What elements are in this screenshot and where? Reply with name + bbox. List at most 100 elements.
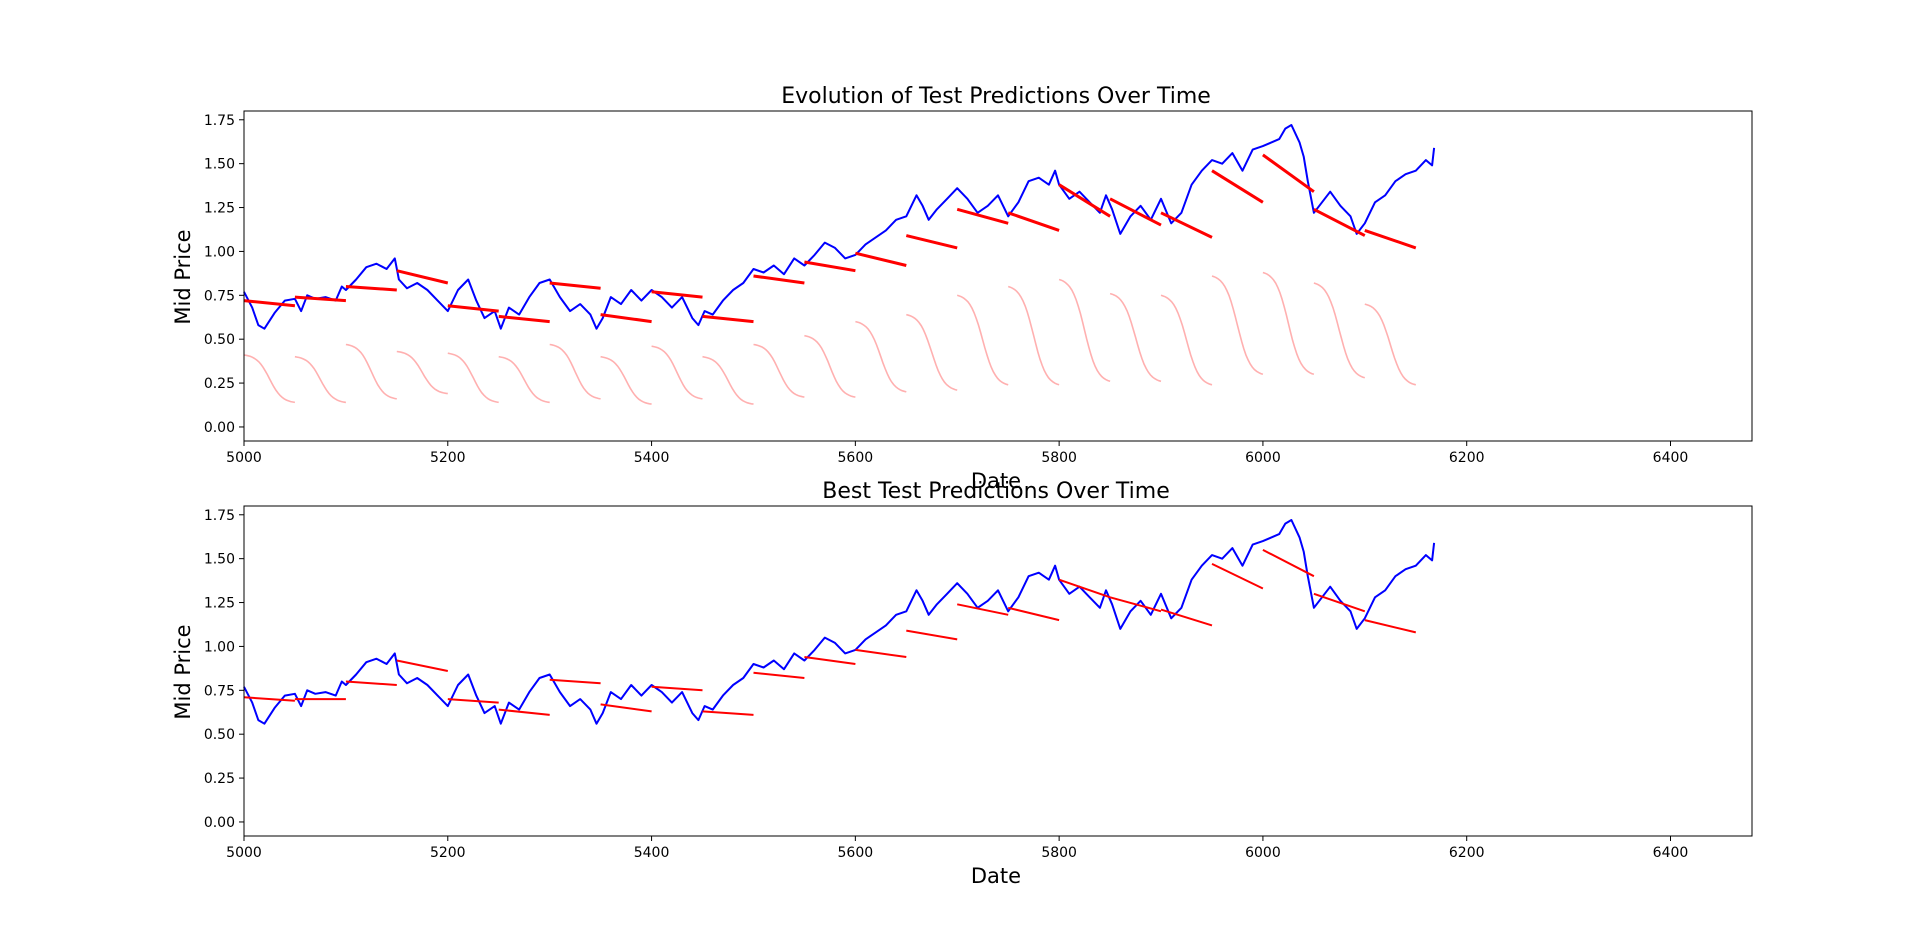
top-chart-faded-prediction-17 xyxy=(1109,292,1162,383)
bottom-chart-prediction-10 xyxy=(753,671,805,679)
top-chart-y-tick-label-2: 0.50 xyxy=(204,332,235,348)
top-chart-prediction-14 xyxy=(956,207,1009,225)
bottom-chart-prediction-11 xyxy=(804,656,856,665)
top-chart-prediction-11 xyxy=(804,260,856,273)
bottom-chart-y-tick-label-6: 1.50 xyxy=(204,552,235,568)
top-chart-title: Evolution of Test Predictions Over Time xyxy=(781,84,1211,109)
bottom-chart-actual-line-0 xyxy=(243,519,1436,725)
top-chart-faded-prediction-11 xyxy=(804,334,856,398)
bottom-chart-x-tick-label-6: 6200 xyxy=(1449,845,1485,861)
top-chart-faded-prediction-2 xyxy=(345,343,397,400)
top-chart-faded-prediction-12 xyxy=(855,320,907,393)
top-chart-prediction-20 xyxy=(1262,153,1315,193)
top-chart-x-tick-label-2: 5400 xyxy=(634,450,670,466)
top-chart-faded-prediction-22 xyxy=(1364,303,1417,386)
bottom-chart-y-tick-label-2: 0.50 xyxy=(204,727,235,743)
top-chart-faded-prediction-6 xyxy=(549,343,601,400)
top-chart-y-tick-label-4: 1.00 xyxy=(204,244,235,260)
top-chart-prediction-22 xyxy=(1364,228,1417,250)
top-chart-actual-line-0 xyxy=(243,124,1436,330)
top-chart-prediction-18 xyxy=(1160,211,1213,239)
top-chart-prediction-15 xyxy=(1007,211,1060,232)
bottom-chart-prediction-19 xyxy=(1211,562,1264,590)
bottom-chart-x-tick-label-5: 6000 xyxy=(1245,845,1281,861)
top-chart-faded-prediction-13 xyxy=(906,313,958,391)
bottom-chart-prediction-13 xyxy=(906,629,958,641)
bottom-chart-x-tick-label-2: 5400 xyxy=(634,845,670,861)
top-chart-prediction-4 xyxy=(447,304,499,313)
bottom-chart-y-tick-label-7: 1.75 xyxy=(204,508,235,524)
top-chart-faded-prediction-7 xyxy=(600,355,652,405)
bottom-chart-xlabel: Date xyxy=(971,864,1021,888)
top-chart-prediction-17 xyxy=(1109,197,1162,227)
bottom-chart-y-tick-label-3: 0.75 xyxy=(204,683,235,699)
top-chart-faded-prediction-21 xyxy=(1313,282,1366,379)
bottom-chart-prediction-4 xyxy=(447,698,499,704)
top-chart-faded-prediction-18 xyxy=(1160,294,1213,386)
bottom-chart: Best Test Predictions Over Time Date Mid… xyxy=(171,479,1753,888)
top-chart-prediction-3 xyxy=(396,269,449,285)
top-chart-prediction-2 xyxy=(345,285,397,292)
bottom-chart-prediction-3 xyxy=(396,659,449,672)
bottom-chart-prediction-7 xyxy=(600,703,652,713)
top-chart-y-tick-label-6: 1.50 xyxy=(204,157,235,173)
bottom-chart-x-tick-label-3: 5600 xyxy=(838,845,874,861)
top-chart-faded-prediction-10 xyxy=(753,343,805,398)
top-chart-frame xyxy=(243,110,1753,442)
top-chart-x-ticks: 5000 5200 5400 5600 5800 6000 6200 6400 xyxy=(226,441,1688,466)
top-chart-prediction-16 xyxy=(1058,183,1111,218)
top-chart-prediction-7 xyxy=(600,313,652,324)
top-chart-prediction-9 xyxy=(702,314,754,324)
top-chart-prediction-19 xyxy=(1211,169,1264,204)
top-chart-prediction-5 xyxy=(498,314,550,324)
top-chart-faded-prediction-5 xyxy=(498,355,550,404)
top-chart-y-tick-label-3: 0.75 xyxy=(204,288,235,304)
top-chart-x-tick-label-3: 5600 xyxy=(838,450,874,466)
top-chart-xlabel: Date xyxy=(971,469,1021,493)
top-chart-x-tick-label-0: 5000 xyxy=(226,450,262,466)
bottom-chart-prediction-2 xyxy=(345,680,397,686)
top-chart-faded-prediction-19 xyxy=(1211,275,1264,376)
bottom-chart-prediction-18 xyxy=(1160,608,1213,627)
bottom-chart-predictions xyxy=(243,549,1417,716)
bottom-chart-prediction-22 xyxy=(1364,619,1417,634)
top-chart-x-tick-label-5: 6000 xyxy=(1245,450,1281,466)
top-chart-faded-prediction-8 xyxy=(651,345,703,400)
top-chart-y-tick-label-5: 1.25 xyxy=(204,201,235,217)
top-chart-faded-prediction-14 xyxy=(956,294,1009,386)
bottom-chart-x-tick-label-1: 5200 xyxy=(430,845,466,861)
bottom-chart-prediction-0 xyxy=(243,696,295,702)
bottom-chart-x-ticks: 5000 5200 5400 5600 5800 6000 6200 6400 xyxy=(226,836,1688,861)
top-chart-y-tick-label-7: 1.75 xyxy=(204,113,235,129)
top-chart-actual-series xyxy=(243,124,1436,330)
bottom-chart-ylabel: Mid Price xyxy=(171,624,195,719)
bottom-chart-y-ticks: 0.00 0.25 0.50 0.75 1.00 1.25 1.50 1.75 xyxy=(204,508,244,831)
top-chart-faded-prediction-0 xyxy=(243,354,296,404)
top-chart-prediction-10 xyxy=(753,274,805,285)
bottom-chart-y-tick-label-0: 0.00 xyxy=(204,815,235,831)
bottom-chart-prediction-5 xyxy=(498,708,550,716)
top-chart-faded-prediction-16 xyxy=(1058,278,1111,383)
bottom-chart-prediction-14 xyxy=(956,603,1009,616)
top-chart-prediction-0 xyxy=(243,299,296,308)
bottom-chart-prediction-6 xyxy=(549,678,601,685)
top-chart-faded-prediction-3 xyxy=(396,350,448,395)
bottom-chart-prediction-17 xyxy=(1109,596,1162,613)
bottom-chart-actual-series xyxy=(243,519,1436,725)
top-chart-y-tick-label-1: 0.25 xyxy=(204,376,235,392)
bottom-chart-prediction-9 xyxy=(702,710,754,716)
bottom-chart-y-tick-label-5: 1.25 xyxy=(204,596,235,612)
bottom-chart-prediction-15 xyxy=(1007,606,1060,622)
top-chart-prediction-13 xyxy=(905,234,958,250)
top-chart-prediction-8 xyxy=(651,290,703,299)
top-chart-ylabel: Mid Price xyxy=(171,229,195,324)
top-chart-prediction-6 xyxy=(549,281,601,290)
bottom-chart-prediction-20 xyxy=(1262,549,1315,578)
top-chart-x-tick-label-1: 5200 xyxy=(430,450,466,466)
top-chart-faded-prediction-9 xyxy=(702,355,754,405)
bottom-chart-x-tick-label-7: 6400 xyxy=(1653,845,1689,861)
top-chart-faded-predictions xyxy=(243,271,1417,405)
top-chart-y-ticks: 0.00 0.25 0.50 0.75 1.00 1.25 1.50 1.75 xyxy=(204,113,244,436)
